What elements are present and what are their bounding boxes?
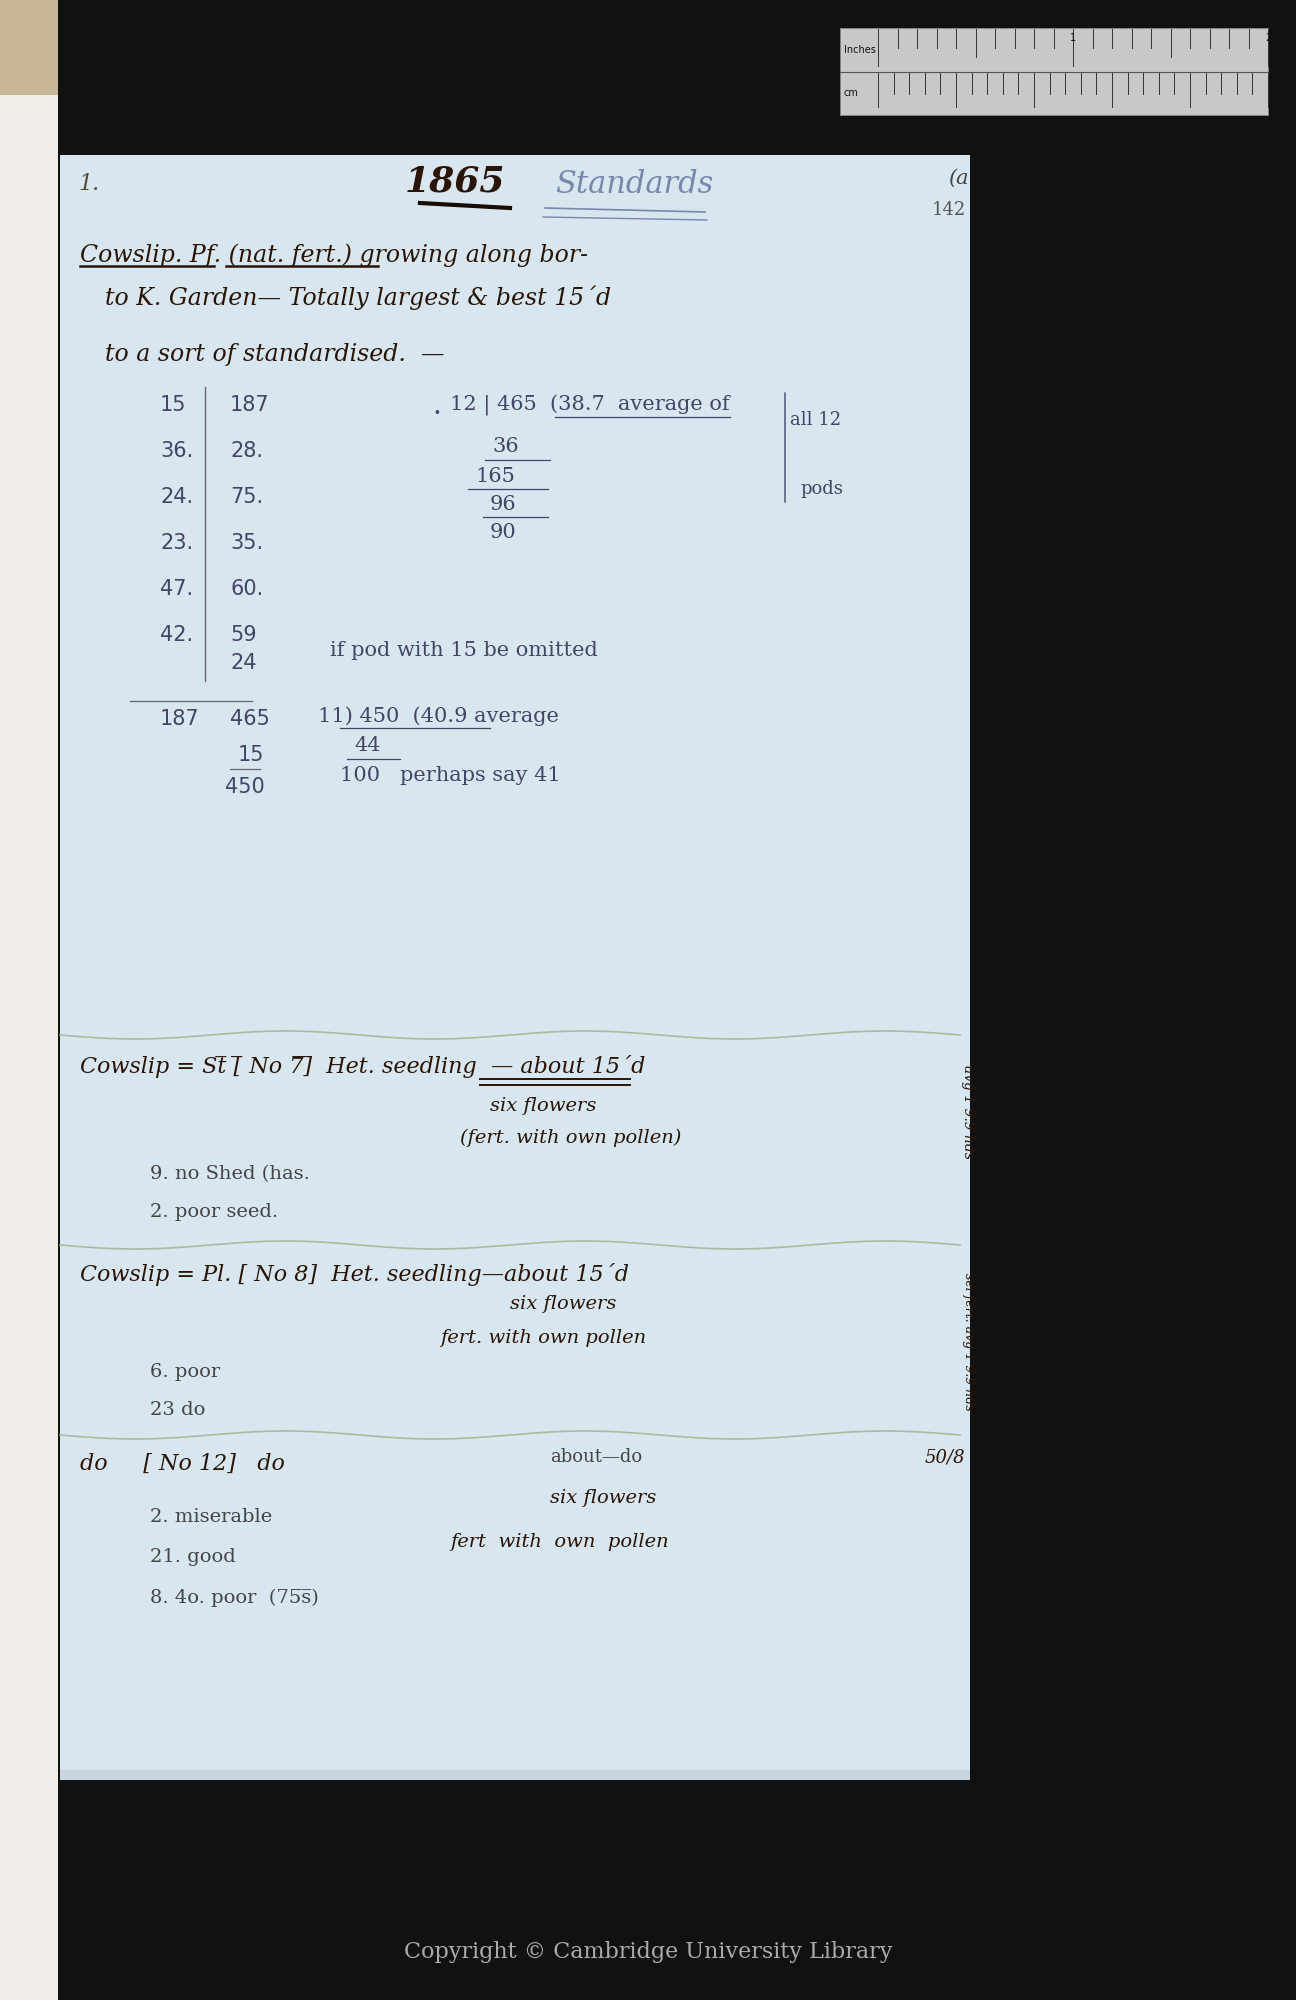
Text: 3: 3 (1109, 120, 1115, 130)
Text: 11) 450  (40.9 average: 11) 450 (40.9 average (318, 706, 559, 726)
Text: Copyright © Cambridge University Library: Copyright © Cambridge University Library (404, 1940, 892, 1964)
Text: 2. miserable: 2. miserable (150, 1508, 272, 1526)
Text: 21. good: 21. good (150, 1548, 236, 1566)
Bar (0, 0, 58, 94)
Text: 6. poor: 6. poor (150, 1364, 220, 1380)
Text: 28.: 28. (229, 442, 263, 462)
Text: 23 do: 23 do (150, 1400, 205, 1420)
Text: 142: 142 (932, 202, 967, 218)
Text: 2. poor seed.: 2. poor seed. (150, 1202, 279, 1220)
Text: 1.: 1. (78, 174, 100, 196)
Text: pods: pods (800, 480, 842, 498)
Text: Standards: Standards (555, 170, 713, 200)
Text: sel fert. avg 1 9.9 hds: sel fert. avg 1 9.9 hds (962, 1274, 975, 1410)
Text: avg 1 9.9 hds: avg 1 9.9 hds (962, 1064, 975, 1160)
Text: to a sort of standardised.  —: to a sort of standardised. — (105, 344, 445, 366)
Text: 90: 90 (490, 522, 517, 542)
Text: Inches: Inches (844, 44, 876, 54)
Text: 15: 15 (238, 744, 264, 764)
Text: six flowers: six flowers (550, 1488, 656, 1508)
Text: if pod with 15 be omitted: if pod with 15 be omitted (330, 640, 597, 660)
Text: fert  with  own  pollen: fert with own pollen (450, 1532, 669, 1552)
Text: do     [ No 12]   do: do [ No 12] do (80, 1452, 285, 1476)
Text: 50/8: 50/8 (924, 1448, 966, 1466)
Text: 23.: 23. (159, 532, 193, 552)
Text: (a: (a (947, 170, 968, 188)
Text: 1: 1 (1070, 34, 1076, 44)
Text: 2: 2 (1030, 120, 1037, 130)
Text: 24: 24 (229, 652, 257, 672)
Text: (fert. with own pollen): (fert. with own pollen) (460, 1128, 682, 1148)
Text: 450: 450 (226, 776, 264, 796)
Text: 15: 15 (159, 396, 187, 416)
Text: 4: 4 (1187, 120, 1194, 130)
Text: 1865: 1865 (404, 166, 505, 200)
Text: 1: 1 (953, 120, 959, 130)
Bar (840, 28, 1267, 114)
Text: 75.: 75. (229, 486, 263, 506)
Text: 9. no Shed (has.: 9. no Shed (has. (150, 1164, 310, 1182)
Text: 12 | 465  (38.7  average of: 12 | 465 (38.7 average of (450, 396, 730, 416)
Text: 59: 59 (229, 624, 257, 644)
Text: 187: 187 (159, 710, 200, 728)
Text: Cowslip = Pl. [ No 8]  Het. seedling—about 15´d: Cowslip = Pl. [ No 8] Het. seedling—abou… (80, 1264, 629, 1286)
Text: 35.: 35. (229, 532, 263, 552)
Text: 96: 96 (490, 494, 517, 514)
Text: about—do: about—do (550, 1448, 642, 1466)
Text: 165: 165 (476, 466, 515, 486)
Text: Cowslip. Pf. (nat. fert.) growing along bor-: Cowslip. Pf. (nat. fert.) growing along … (80, 242, 588, 266)
Text: 8. 4o. poor  (75̅s̅): 8. 4o. poor (75̅s̅) (150, 1588, 319, 1608)
Bar (60, 156, 969, 1776)
Text: 24.: 24. (159, 486, 193, 506)
Text: all 12: all 12 (791, 412, 841, 430)
Text: 47.: 47. (159, 580, 193, 600)
Text: 36.: 36. (159, 442, 193, 462)
Text: cm: cm (844, 88, 859, 98)
Text: Cowslip = St̅ [̅ No 7̅]̅  Het. seedling  — about 15´d: Cowslip = St̅ [̅ No 7̅]̅ Het. seedling —… (80, 1056, 645, 1078)
Text: 100   perhaps say 41: 100 perhaps say 41 (340, 766, 561, 784)
Text: 36: 36 (492, 438, 518, 456)
Text: 42.: 42. (159, 624, 193, 644)
Text: 60.: 60. (229, 580, 263, 600)
Text: fert. with own pollen: fert. with own pollen (441, 1328, 647, 1348)
Text: to K. Garden— Totally largest & best 15´d: to K. Garden— Totally largest & best 15´… (105, 284, 612, 310)
Text: 187: 187 (229, 396, 270, 416)
Text: 465: 465 (229, 710, 270, 728)
Text: six flowers: six flowers (511, 1296, 617, 1312)
Bar (0, 90, 58, 2000)
Text: .: . (432, 392, 441, 420)
Text: 44: 44 (354, 736, 381, 754)
Text: 5: 5 (1265, 120, 1271, 130)
Text: 2: 2 (1265, 34, 1271, 44)
Text: six flowers: six flowers (490, 1096, 596, 1116)
Bar (60, 1770, 969, 1780)
